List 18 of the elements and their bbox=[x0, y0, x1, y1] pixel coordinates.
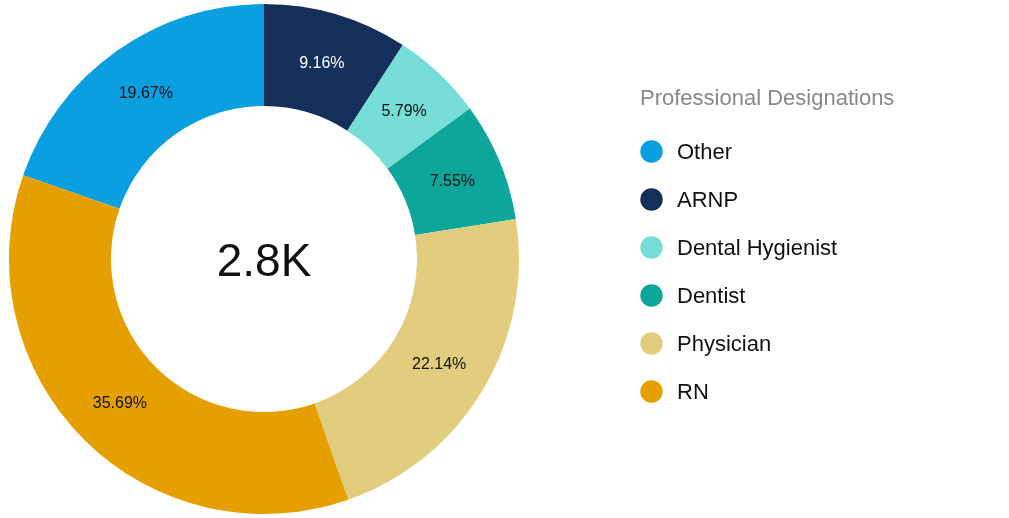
legend-label: RN bbox=[677, 378, 709, 404]
data-label: 9.16% bbox=[299, 54, 345, 72]
donut-slice bbox=[314, 219, 519, 500]
text: 2.8K bbox=[216, 234, 312, 286]
data-label: 7.55% bbox=[429, 171, 476, 189]
data-label: 19.67% bbox=[118, 83, 173, 101]
legend-label: Dental Hygienist bbox=[677, 234, 838, 260]
donut-slice bbox=[23, 4, 264, 209]
legend-label: Physician bbox=[677, 330, 772, 356]
donut-slice bbox=[347, 45, 470, 169]
data-label: 35.69% bbox=[92, 394, 148, 412]
legend-label: ARNP bbox=[677, 186, 739, 212]
legend-label: Dentist bbox=[677, 282, 746, 308]
data-label: 22.14% bbox=[412, 354, 467, 372]
data-label: 5.79% bbox=[381, 101, 427, 119]
legend-label: Other bbox=[677, 138, 733, 164]
donut-slice bbox=[9, 175, 349, 514]
legend-title: Professional Designations bbox=[640, 85, 895, 110]
